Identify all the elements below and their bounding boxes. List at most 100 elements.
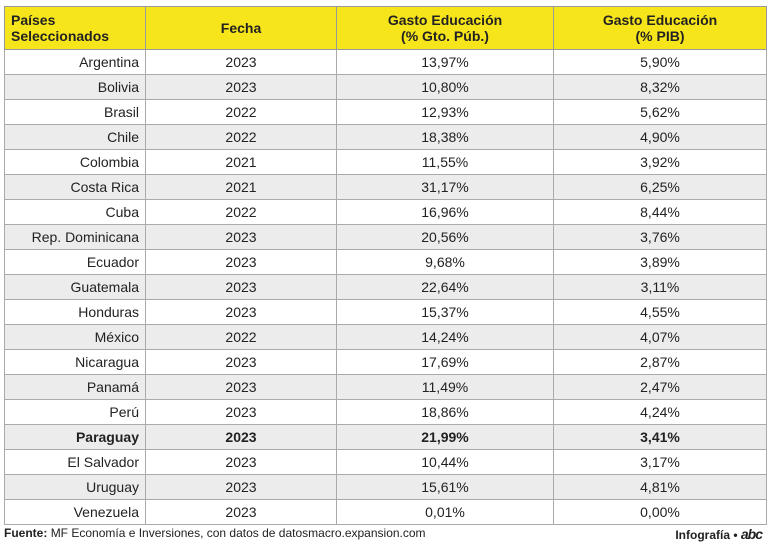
table-cell: 2023 [145, 424, 337, 450]
table-cell: 0,00% [553, 499, 767, 525]
table-cell: Nicaragua [4, 349, 146, 375]
table-cell: Colombia [4, 149, 146, 175]
table: Países Seleccionados Fecha Gasto Educación… [4, 6, 767, 525]
table-cell: 2023 [145, 474, 337, 500]
table-cell: Ecuador [4, 249, 146, 275]
table-cell: 8,32% [553, 74, 767, 100]
table-cell: Argentina [4, 49, 146, 75]
header-cell: Fecha [145, 6, 337, 50]
table-cell: 3,92% [553, 149, 767, 175]
table-cell: 20,56% [336, 224, 554, 250]
table-row: Panamá 2023 11,49% 2,47% [4, 374, 767, 400]
table-cell: 13,97% [336, 49, 554, 75]
table-cell: 2023 [145, 224, 337, 250]
table-cell: 2022 [145, 324, 337, 350]
table-cell: Rep. Dominicana [4, 224, 146, 250]
header-cell: Países Seleccionados [4, 6, 146, 50]
table-cell: 3,89% [553, 249, 767, 275]
table-cell: 4,24% [553, 399, 767, 425]
table-cell: 2023 [145, 349, 337, 375]
table-cell: 6,25% [553, 174, 767, 200]
table-cell: 8,44% [553, 199, 767, 225]
footer: Fuente: MF Economía e Inversiones, con d… [4, 526, 766, 542]
table-row: México 2022 14,24% 4,07% [4, 324, 767, 350]
table-cell: Honduras [4, 299, 146, 325]
table-cell: 15,61% [336, 474, 554, 500]
table-cell: 2021 [145, 149, 337, 175]
table-cell: Bolivia [4, 74, 146, 100]
table-cell: 10,44% [336, 449, 554, 475]
table-cell: 2023 [145, 449, 337, 475]
table-cell: 9,68% [336, 249, 554, 275]
table-cell: 2023 [145, 74, 337, 100]
table-row: Ecuador 2023 9,68% 3,89% [4, 249, 767, 275]
table-cell: 2023 [145, 499, 337, 525]
header-cell: Gasto Educación (% Gto. Púb.) [336, 6, 554, 50]
table-cell: Uruguay [4, 474, 146, 500]
table-cell: 3,17% [553, 449, 767, 475]
table-cell: 4,55% [553, 299, 767, 325]
table-cell: 5,62% [553, 99, 767, 125]
table-cell: 4,81% [553, 474, 767, 500]
table-row: Colombia 2021 11,55% 3,92% [4, 149, 767, 175]
header-text: Gasto Educación [387, 12, 503, 28]
table-cell: 2022 [145, 199, 337, 225]
table-cell: 3,11% [553, 274, 767, 300]
table-cell: Brasil [4, 99, 146, 125]
table-cell: 0,01% [336, 499, 554, 525]
table-row: Brasil 2022 12,93% 5,62% [4, 99, 767, 125]
header-text: (% PIB) [635, 28, 685, 44]
table-cell: Paraguay [4, 424, 146, 450]
table-cell: 14,24% [336, 324, 554, 350]
source-label: Fuente: [4, 526, 48, 540]
table-cell: 2023 [145, 299, 337, 325]
table-cell: 2,47% [553, 374, 767, 400]
table-cell: 11,55% [336, 149, 554, 175]
table-cell: 31,17% [336, 174, 554, 200]
table-cell: 2023 [145, 49, 337, 75]
table-cell: 11,49% [336, 374, 554, 400]
table-cell: 5,90% [553, 49, 767, 75]
table-cell: Panamá [4, 374, 146, 400]
table-row: Cuba 2022 16,96% 8,44% [4, 199, 767, 225]
header-row: Países Seleccionados Fecha Gasto Educación… [4, 6, 767, 50]
table-container: Países Seleccionados Fecha Gasto Educación… [4, 6, 767, 525]
header-cell: Gasto Educación (% PIB) [553, 6, 767, 50]
table-cell: 22,64% [336, 274, 554, 300]
table-row: Bolivia 2023 10,80% 8,32% [4, 74, 767, 100]
table-body: Argentina 2023 13,97% 5,90% Bolivia 2023 10,80… [4, 49, 767, 525]
table-row: Perú 2023 18,86% 4,24% [4, 399, 767, 425]
table-cell: 2023 [145, 274, 337, 300]
table-cell: México [4, 324, 146, 350]
table-row: Honduras 2023 15,37% 4,55% [4, 299, 767, 325]
table-row: Guatemala 2023 22,64% 3,11% [4, 274, 767, 300]
header-text: Fecha [220, 20, 262, 36]
table-row: Nicaragua 2023 17,69% 2,87% [4, 349, 767, 375]
table-row: Costa Rica 2021 31,17% 6,25% [4, 174, 767, 200]
header-text: Gasto Educación [602, 12, 718, 28]
table-cell: 2023 [145, 374, 337, 400]
table-cell: 16,96% [336, 199, 554, 225]
table-cell: Perú [4, 399, 146, 425]
table-cell: 18,38% [336, 124, 554, 150]
table-cell: 3,41% [553, 424, 767, 450]
table-cell: Chile [4, 124, 146, 150]
table-cell: El Salvador [4, 449, 146, 475]
table-cell: 2,87% [553, 349, 767, 375]
table-cell: 3,76% [553, 224, 767, 250]
table-row: Argentina 2023 13,97% 5,90% [4, 49, 767, 75]
table-cell: 17,69% [336, 349, 554, 375]
table-cell: Cuba [4, 199, 146, 225]
header-text: Países Seleccionados [11, 12, 110, 44]
table-row: Venezuela 2023 0,01% 0,00% [4, 499, 767, 525]
table-cell: 12,93% [336, 99, 554, 125]
table-row: Rep. Dominicana 2023 20,56% 3,76% [4, 224, 767, 250]
table-cell: Guatemala [4, 274, 146, 300]
logo: abc [740, 526, 763, 542]
table-row: Paraguay 2023 21,99% 3,41% [4, 424, 767, 450]
table-row: Uruguay 2023 15,61% 4,81% [4, 474, 767, 500]
header-text: (% Gto. Púb.) [401, 28, 489, 44]
table-cell: 15,37% [336, 299, 554, 325]
table-row: Chile 2022 18,38% 4,90% [4, 124, 767, 150]
